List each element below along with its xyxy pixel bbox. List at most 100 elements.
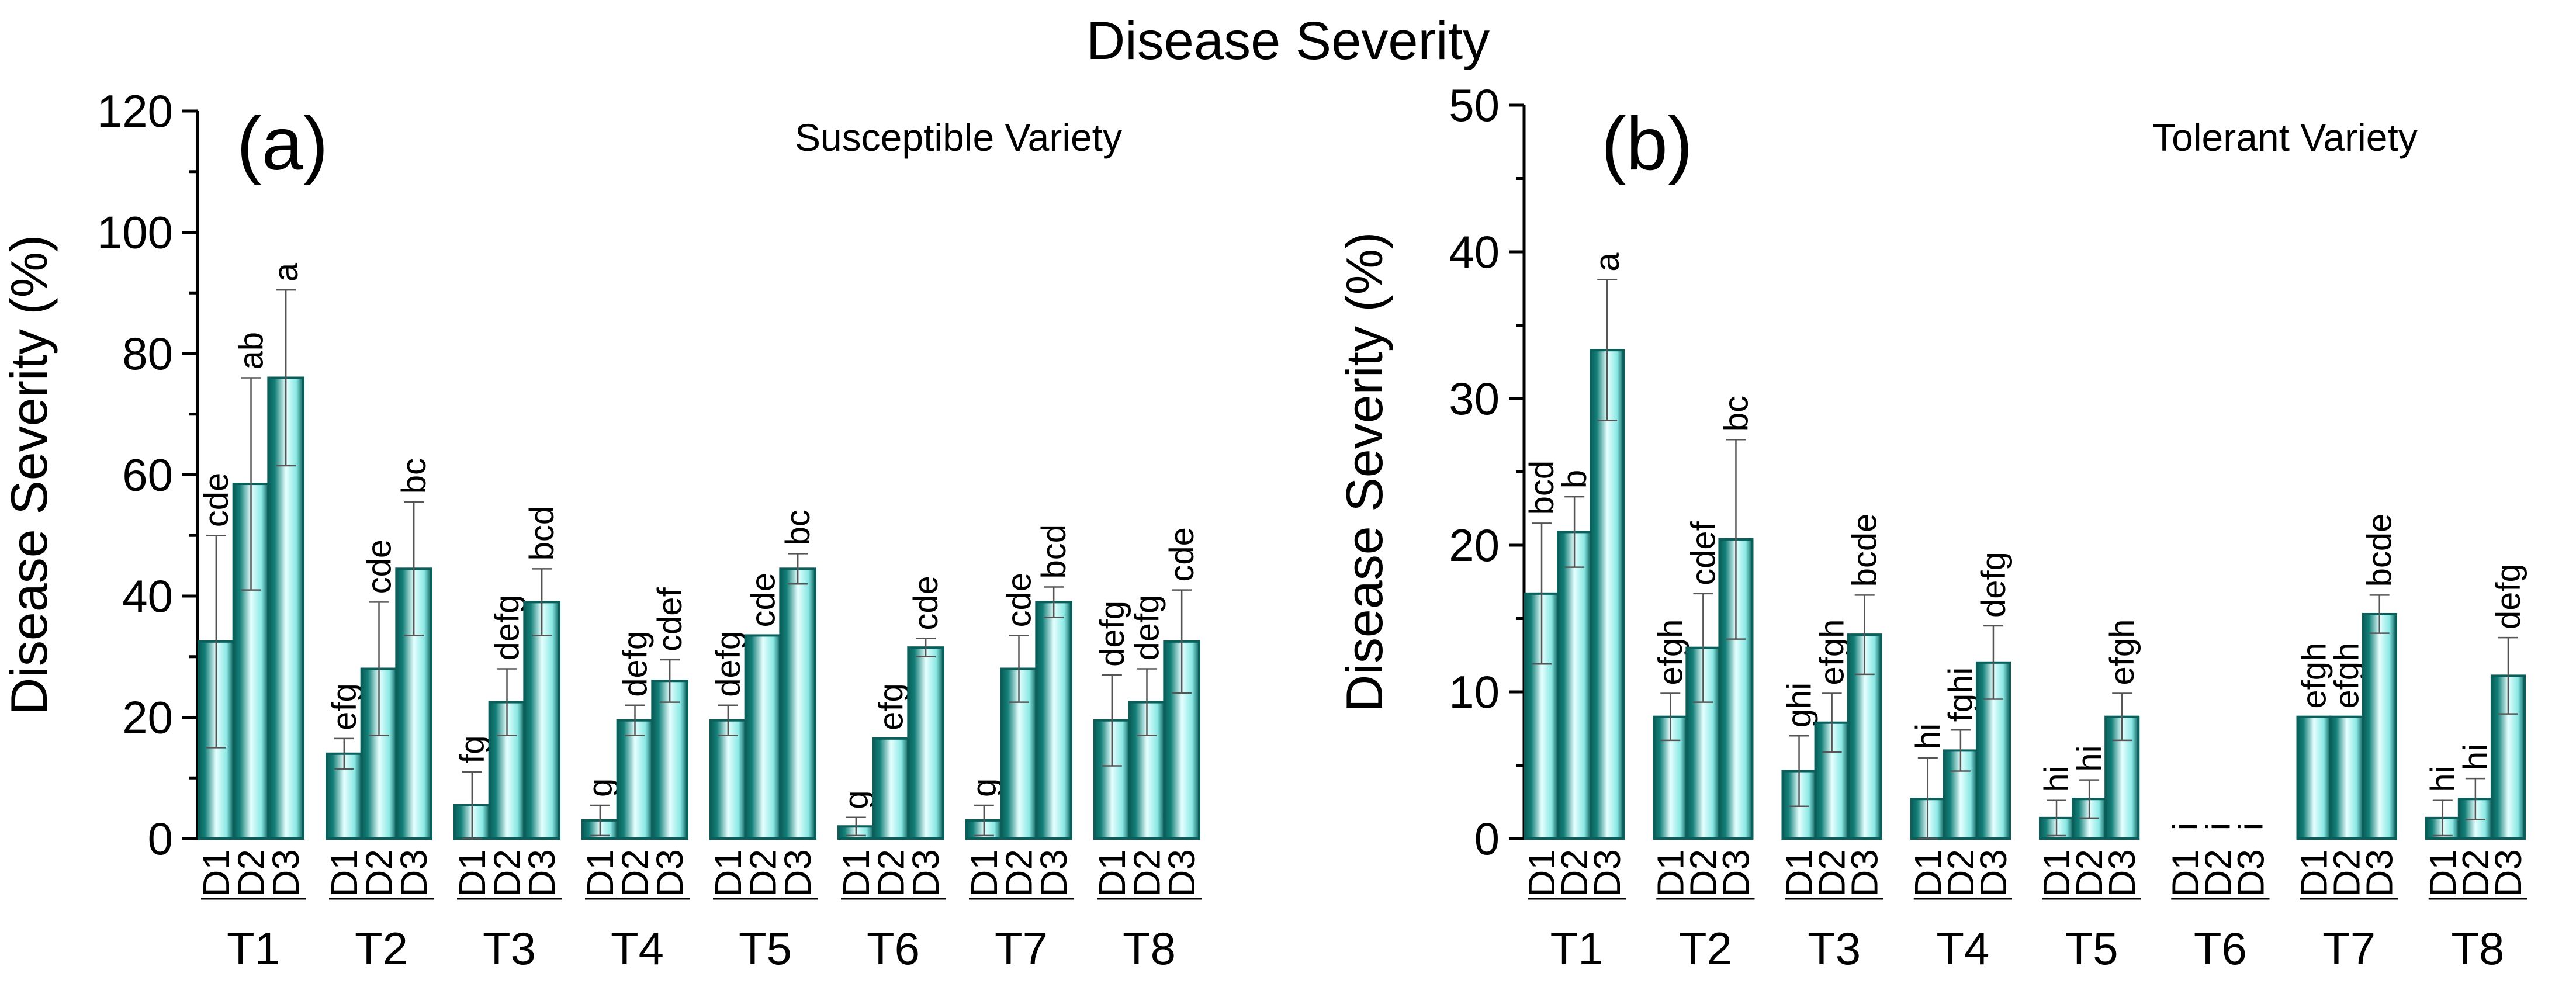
y-tick-label: 0 [1474,813,1500,864]
dose-label: D2 [614,849,656,897]
bar [2362,612,2397,840]
dose-label: D1 [835,849,877,897]
significance-letter: efgh [1813,619,1851,685]
significance-letter: cde [907,576,945,631]
dose-label: D1 [963,849,1005,897]
dose-label: D1 [707,849,749,897]
significance-letter: efgh [2103,619,2141,685]
significance-letter: cde [361,539,399,594]
dose-label: D3 [393,849,435,897]
y-tick-label: 20 [122,692,173,743]
bar [1590,349,1625,840]
y-tick-label: 40 [1449,226,1500,278]
dose-label: D3 [1586,849,1628,897]
significance-letter: cdef [651,587,689,652]
significance-letter: defg [2490,563,2527,629]
dose-label: D1 [1907,849,1949,897]
dose-label: D2 [870,849,912,897]
group-label: T8 [1123,923,1176,974]
significance-letter: efg [326,683,363,730]
dose-label: D3 [1972,849,2014,897]
dose-label: D2 [2326,849,2368,897]
significance-letter: hi [2424,766,2462,792]
significance-letter: bcde [2361,514,2399,587]
dose-label: D1 [323,849,365,897]
significance-letter: defg [1975,552,2013,618]
significance-letter: cde [745,573,783,628]
group-label: T6 [867,923,920,974]
significance-letter: a [1588,252,1626,272]
significance-letter: bcd [1035,524,1073,579]
dose-label: D1 [195,849,237,897]
bar [651,680,689,840]
significance-letter: efgh [1651,619,1689,685]
panel-label: (a) [237,102,328,186]
dose-label: D3 [1161,849,1203,897]
significance-letter: efgh [2295,643,2333,709]
panel-label: (b) [1601,102,1692,186]
y-tick-label: 80 [122,328,173,379]
significance-letter: defg [709,631,747,697]
dose-label: D3 [905,849,947,897]
bar [744,634,782,840]
significance-letter: defg [1128,595,1166,661]
dose-label: D2 [742,849,784,897]
y-tick-label: 40 [122,570,173,622]
dose-label: D3 [521,849,563,897]
bar [1557,531,1592,840]
group-label: T5 [739,923,792,974]
y-tick-label: 20 [1449,520,1500,571]
bar [523,601,560,840]
panel-title: Susceptible Variety [795,116,1122,159]
significance-letter: fg [453,736,491,764]
significance-letter: efgh [2328,643,2366,709]
significance-letter: b [1556,470,1594,489]
significance-letter: bcd [523,506,561,561]
dose-label: D3 [2359,849,2401,897]
dose-label: D1 [2293,849,2335,897]
dose-label: D1 [1521,849,1563,897]
dose-label: D1 [579,849,621,897]
y-axis-label: Disease Severity (%) [1335,232,1393,712]
group-label: T6 [2194,923,2247,974]
dose-label: D3 [777,849,819,897]
bar [2329,715,2364,840]
significance-letter: bcde [1846,514,1884,587]
group-label: T4 [611,923,664,974]
bar [907,646,945,840]
dose-label: D1 [1091,849,1133,897]
figure-title: Disease Severity [1086,11,1490,71]
bar [2296,715,2332,840]
bar [872,737,910,840]
group-label: T8 [2451,923,2504,974]
significance-letter: defg [1093,601,1131,667]
bar [779,567,817,840]
significance-letter: i [2199,823,2237,830]
dose-label: D2 [1553,849,1595,897]
dose-label: D1 [2422,849,2464,897]
significance-letter: fghi [1942,667,1980,722]
dose-label: D2 [998,849,1040,897]
group-label: T7 [995,923,1048,974]
dose-label: D3 [2101,849,2143,897]
significance-letter: cde [198,473,236,528]
significance-letter: ab [233,332,271,370]
dose-label: D2 [230,849,272,897]
dose-label: D2 [1126,849,1168,897]
y-tick-label: 30 [1449,373,1500,424]
significance-letter: g [581,778,619,797]
significance-letter: cdef [1684,521,1722,586]
dose-label: D1 [1778,849,1820,897]
significance-letter: bc [779,510,817,545]
group-label: T2 [355,923,408,974]
significance-letter: i [2232,823,2270,830]
group-label: T3 [483,923,536,974]
dose-label: D2 [1940,849,1982,897]
significance-letter: bc [395,458,433,494]
bar [709,719,747,840]
chart-panel-b: 0 10 20 30 40 50 Disease Severity (%) (b) Tolera… [1335,79,2529,974]
significance-letter: defg [617,631,655,697]
dose-label: D2 [358,849,400,897]
dose-label: D1 [1649,849,1691,897]
